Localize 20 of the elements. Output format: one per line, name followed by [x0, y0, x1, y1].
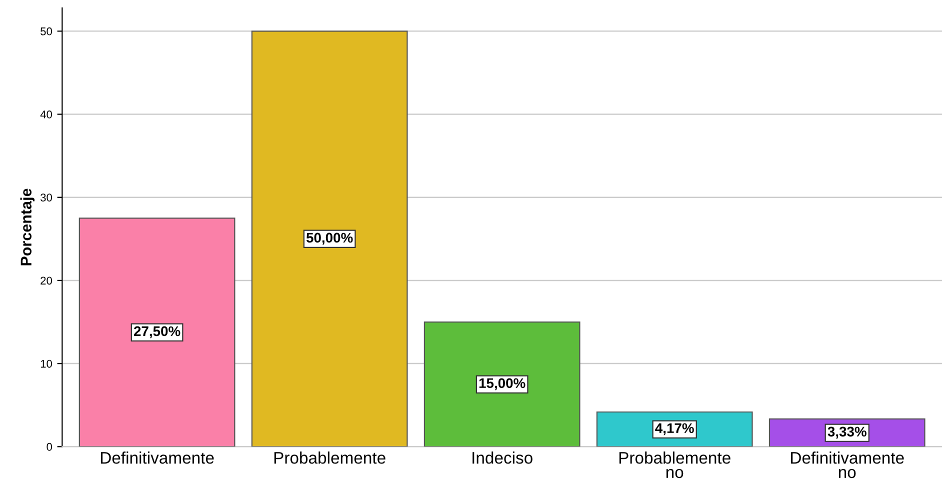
x-tick-label: Probablemente: [274, 452, 386, 464]
x-tick-label: Definitivamente: [100, 452, 214, 464]
data-label: 3,33%: [828, 426, 866, 439]
x-tick-label: Definitivamente no: [791, 452, 904, 478]
y-tick-label: 40: [40, 110, 52, 118]
bar: [424, 321, 580, 447]
y-tick-label: 10: [40, 360, 52, 368]
y-tick-label: 30: [40, 194, 52, 202]
bar: [251, 30, 408, 447]
y-tick-label: 20: [40, 276, 52, 285]
y-tick-label: 50: [40, 27, 52, 36]
data-label: 27,50%: [134, 326, 180, 338]
y-tick-label: 0: [46, 442, 52, 451]
y-axis-title: Porcentaje: [20, 188, 35, 266]
bar: [78, 218, 236, 447]
x-tick-label: Probablemente no: [619, 452, 730, 478]
data-label: 50,00%: [306, 232, 353, 245]
x-tick-label: Indeciso: [472, 452, 532, 464]
data-label: 4,17%: [655, 423, 694, 436]
data-label: 15,00%: [479, 378, 526, 390]
